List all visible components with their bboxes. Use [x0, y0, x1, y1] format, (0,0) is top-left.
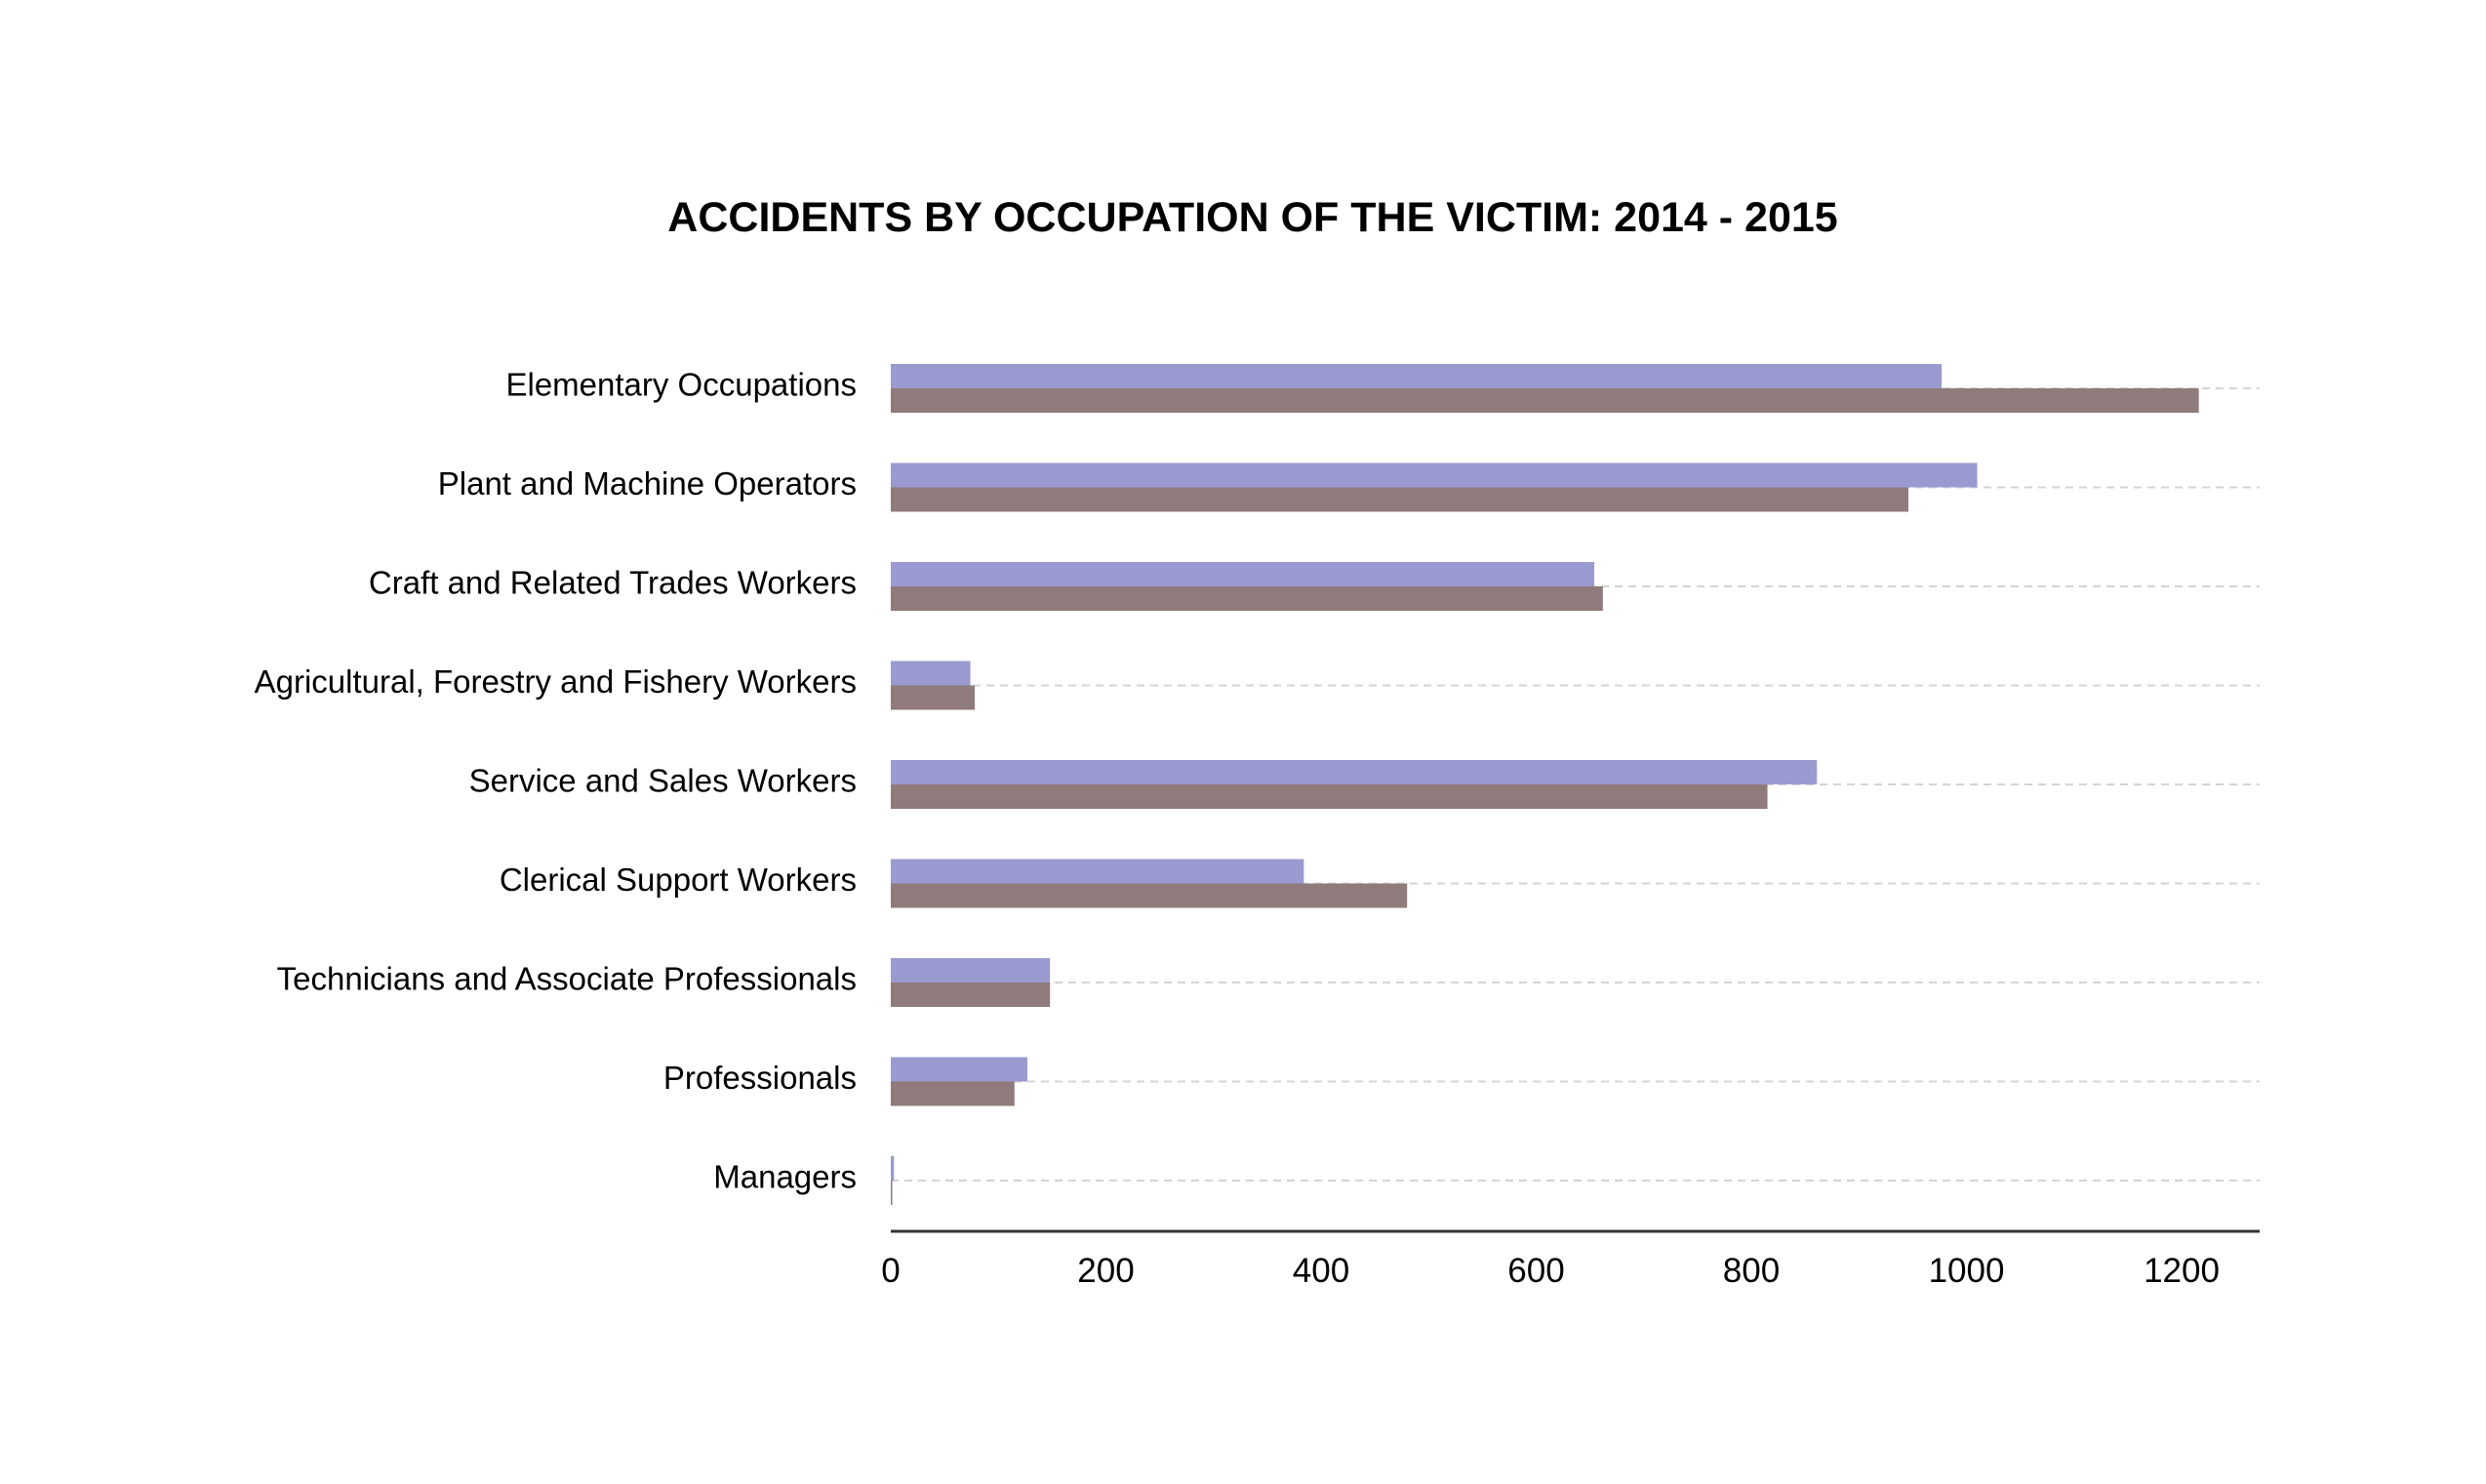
bar-series-2: [891, 983, 1051, 1007]
bar-series-2: [891, 586, 1603, 611]
bar-series-2: [891, 784, 1768, 809]
category-labels: Elementary Occupations Plant and Machine …: [255, 367, 857, 1195]
bar-series-1: [891, 958, 1051, 983]
bars: [891, 364, 2199, 1205]
x-tick-label: 600: [1507, 1252, 1564, 1290]
bar-series-1: [891, 859, 1304, 884]
bar-series-1: [891, 1156, 895, 1181]
bar-series-2: [891, 1181, 893, 1205]
x-tick-label: 1200: [2144, 1252, 2220, 1290]
bar-series-1: [891, 1057, 1028, 1082]
x-tick-label: 200: [1077, 1252, 1134, 1290]
category-label: Elementary Occupations: [505, 367, 857, 403]
category-label: Craft and Related Trades Workers: [369, 565, 857, 601]
bar-series-2: [891, 388, 2199, 413]
x-axis-ticks: 0 200 400 600 800 1000 1200: [881, 1252, 2220, 1290]
bar-series-2: [891, 487, 1908, 512]
x-tick-label: 1000: [1929, 1252, 2005, 1290]
bar-series-2: [891, 685, 975, 710]
bar-series-1: [891, 760, 1818, 784]
chart-title: ACCIDENTS BY OCCUPATION OF THE VICTIM: 2…: [667, 194, 1837, 241]
category-label: Managers: [713, 1159, 857, 1195]
bar-series-1: [891, 562, 1595, 586]
bar-series-1: [891, 661, 971, 686]
category-label: Professionals: [663, 1060, 857, 1096]
x-tick-label: 400: [1293, 1252, 1349, 1290]
category-label: Plant and Machine Operators: [438, 465, 857, 501]
x-tick-label: 0: [881, 1252, 900, 1290]
x-tick-label: 800: [1723, 1252, 1780, 1290]
category-label: Technicians and Associate Professionals: [277, 961, 857, 997]
bar-series-2: [891, 883, 1408, 908]
bar-series-2: [891, 1081, 1015, 1106]
category-label: Agricultural, Forestry and Fishery Worke…: [255, 663, 857, 700]
bar-series-1: [891, 364, 1943, 388]
bar-series-1: [891, 462, 1978, 488]
category-label: Clerical Support Workers: [500, 862, 857, 898]
category-label: Service and Sales Workers: [469, 763, 857, 799]
